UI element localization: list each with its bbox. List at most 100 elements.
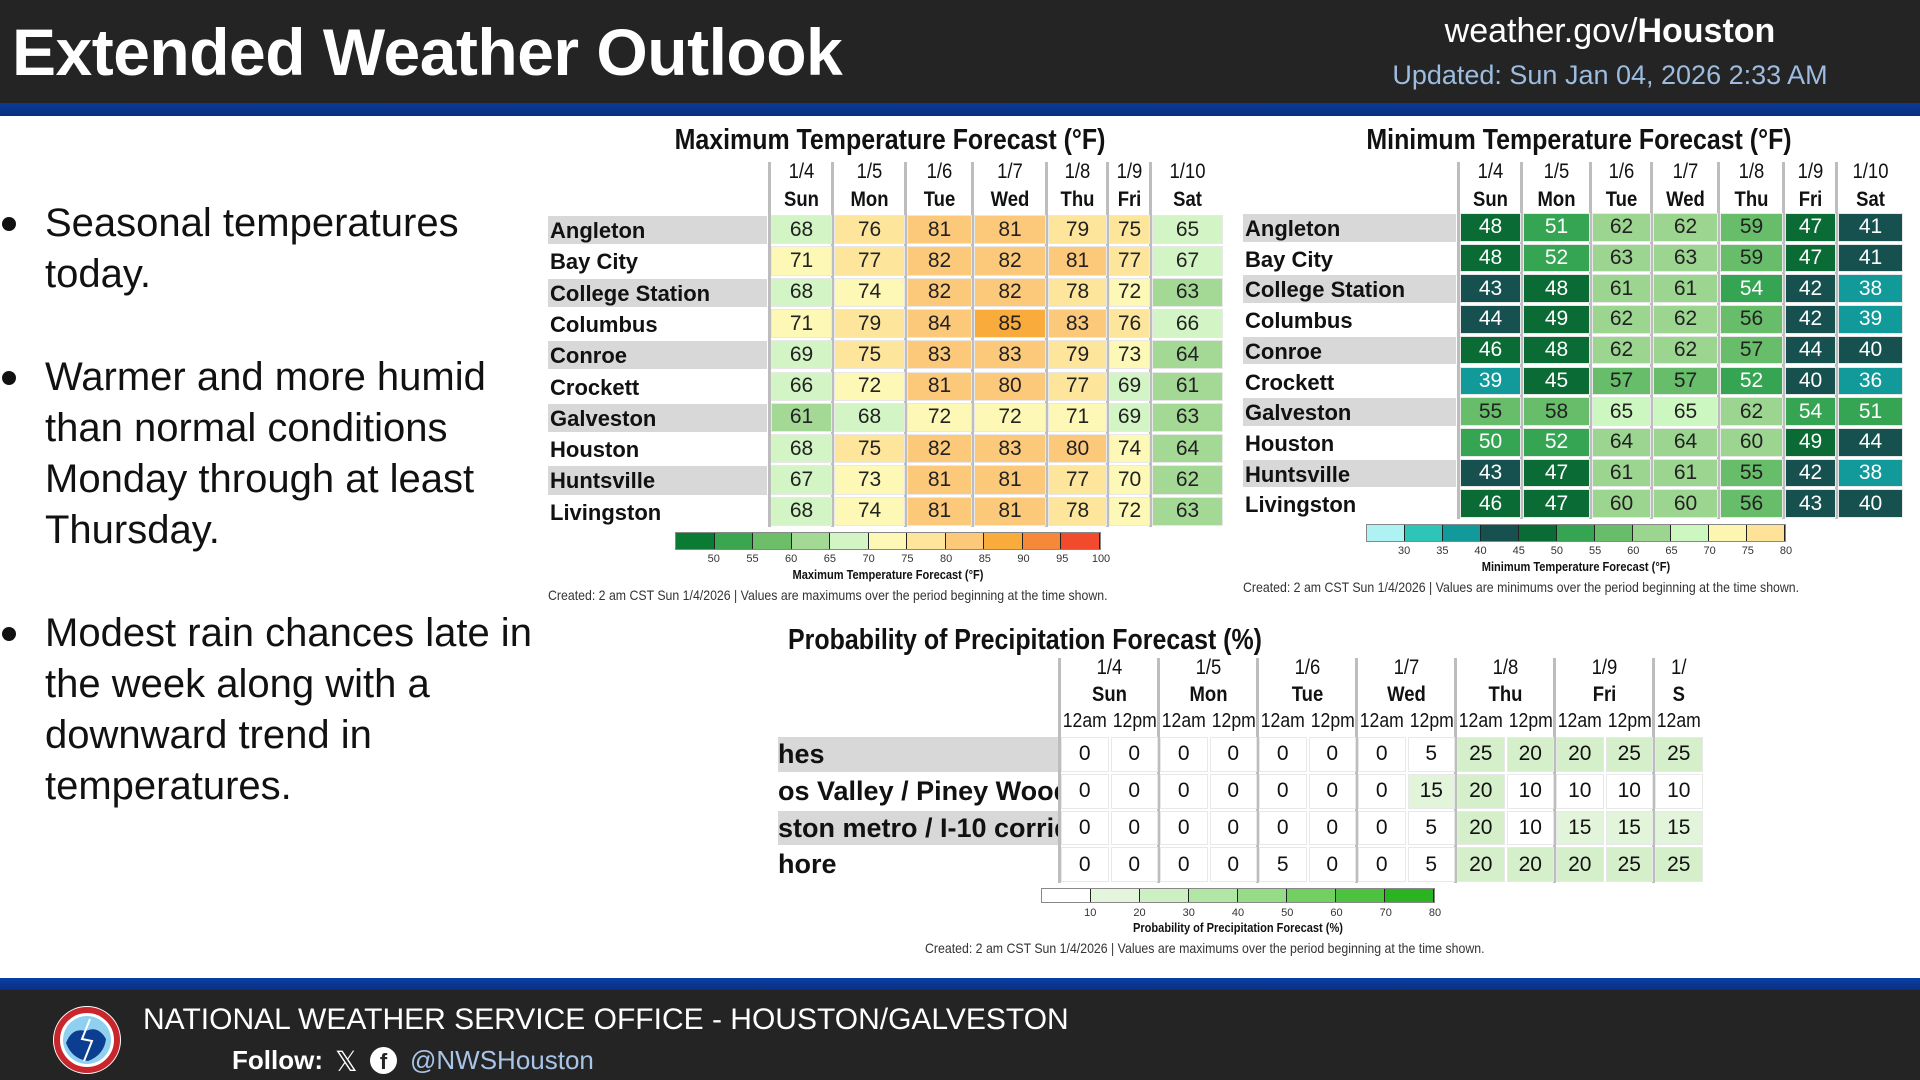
pop-cell: 0 [1061,810,1109,846]
pop-cell: 15 [1556,810,1604,846]
temp-cell: 43 [1460,458,1521,488]
temp-cell: 55 [1460,397,1521,426]
column-separator [1157,658,1160,884]
row-label: College Station [1243,275,1456,304]
temp-cell: 65 [1592,397,1651,426]
pop-cell: 0 [1110,737,1158,772]
temp-cell: 41 [1838,243,1903,273]
temp-cell: 48 [1523,274,1590,304]
column-separator [1058,658,1061,884]
temp-cell: 85 [974,308,1046,339]
pop-cell: 25 [1605,737,1653,772]
column-date: 1/9 [1591,656,1618,679]
temp-cell: 80 [1048,434,1107,464]
pop-cell: 20 [1556,737,1604,772]
legend-swatch [984,533,1023,549]
column-day: Mon [850,188,889,211]
pop-cell: 0 [1110,773,1158,809]
temp-cell: 44 [1838,427,1903,457]
temp-cell: 81 [907,465,972,495]
facebook-icon[interactable]: f [370,1047,397,1074]
legend-tick: 50 [1281,907,1294,919]
column-date: 1/6 [926,160,953,183]
temp-cell: 65 [1653,397,1718,426]
temp-cell: 47 [1785,243,1836,273]
row-label: Galveston [548,403,767,433]
temp-cell: 60 [1653,489,1718,518]
temp-cell: 41 [1838,213,1903,242]
legend-swatch [791,533,831,549]
column-hour: 12pm [1211,710,1256,732]
pop-cell: 10 [1556,773,1604,809]
site-prefix: weather.gov/ [1444,12,1638,50]
pop-cell: 25 [1655,737,1703,772]
column-separator [1106,162,1109,527]
row-label: hes [778,737,1058,772]
temp-cell: 52 [1523,427,1590,457]
legend-tick: 40 [1231,907,1245,919]
column-separator [831,162,834,527]
column-separator [1045,162,1048,527]
temp-cell: 63 [1152,402,1223,433]
temp-cell: 83 [907,340,972,370]
temp-cell: 43 [1785,489,1836,518]
legend-label: Minimum Temperature Forecast (°F) [1481,559,1671,574]
temp-cell: 62 [1152,465,1223,495]
row-label: Conroe [1243,336,1456,365]
office-name: NATIONAL WEATHER SERVICE OFFICE - HOUSTO… [143,1003,1069,1036]
temp-cell: 61 [771,402,832,433]
pop-cell: 0 [1209,737,1257,772]
legend-swatch [1061,533,1101,549]
column-date: 1/4 [788,160,815,183]
pop-cell: 0 [1308,737,1356,772]
temp-cell: 47 [1785,213,1836,242]
temp-cell: 68 [771,215,832,245]
column-hour: 12am [1656,710,1701,732]
temp-cell: 43 [1460,274,1521,304]
pop-cell: 0 [1061,847,1109,883]
column-date: 1/ [1671,656,1687,679]
column-date: 1/5 [856,160,883,183]
column-date: 1/10 [1169,160,1206,183]
column-day: Mon [1189,683,1228,706]
x-icon[interactable]: 𝕏 [335,1046,358,1077]
temp-cell: 64 [1592,427,1651,457]
column-day: Thu [1488,683,1523,706]
site-link[interactable]: weather.gov/Houston [1400,12,1820,51]
temp-cell: 78 [1048,277,1107,307]
pop-cell: 25 [1655,847,1703,883]
temp-cell: 79 [1048,215,1107,245]
column-separator [1553,658,1556,884]
column-separator [1782,162,1785,519]
column-separator [1717,162,1720,519]
pop-cell: 0 [1358,737,1406,772]
column-day: Tue [923,188,956,211]
legend-swatch [1443,525,1481,541]
row-label: College Station [548,278,767,307]
column-separator [1520,162,1523,519]
temp-cell: 82 [907,434,972,464]
column-date: 1/10 [1852,160,1889,183]
temp-cell: 72 [907,402,972,433]
temp-cell: 48 [1460,243,1521,273]
temp-cell: 40 [1785,366,1836,396]
legend-tick: 80 [1779,545,1793,557]
column-day: Tue [1605,188,1638,211]
pop-cell: 0 [1209,847,1257,883]
column-separator [971,162,974,527]
column-date: 1/9 [1116,160,1143,183]
temp-cell: 76 [1109,308,1150,339]
temp-cell: 64 [1653,427,1718,457]
temp-cell: 58 [1523,397,1590,426]
temp-cell: 84 [907,308,972,339]
legend-tick: 50 [707,553,720,565]
pop-cell: 10 [1506,810,1554,846]
row-label: Bay City [1245,246,1334,272]
pop-cell: 0 [1160,773,1208,809]
social-handle[interactable]: @NWSHouston [410,1045,594,1075]
column-date: 1/4 [1096,656,1123,679]
row-label: Huntsville [1243,459,1456,488]
legend-tick: 75 [901,553,914,565]
legend-tick: 90 [1017,553,1030,565]
pop-cell: 5 [1407,847,1455,883]
